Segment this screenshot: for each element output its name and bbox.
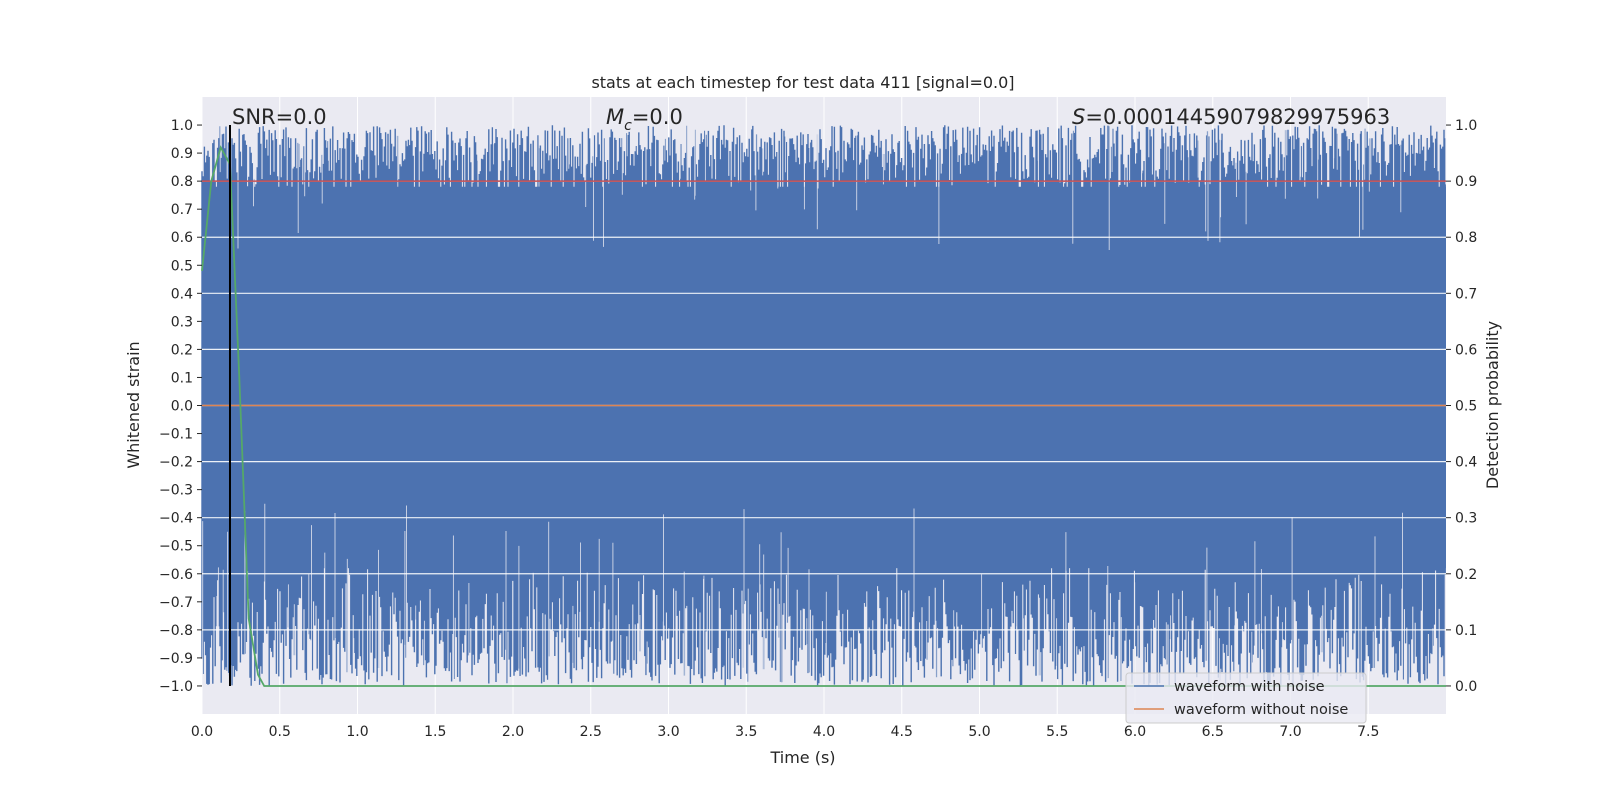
y-left-tick-label: 0.5: [171, 258, 193, 274]
y-left-tick-label: 0.6: [171, 230, 193, 246]
s-value: =0.00014459079829975963: [1085, 105, 1390, 129]
y-right-tick-label: 0.5: [1455, 399, 1477, 415]
x-axis-ticks: 0.0 0.5 1.0 1.5 2.0 2.5 3.0 3.5 4.0 4.5 5.0 5.5 6.0 6…: [191, 724, 1380, 740]
y-right-tick-label: 0.8: [1455, 230, 1477, 246]
y-left-tick-label: −0.8: [159, 623, 193, 639]
y-left-tick-label: −0.2: [159, 455, 193, 471]
y-left-tick-label: −0.7: [159, 595, 193, 611]
snr-annotation: SNR=0.0: [232, 105, 327, 129]
y-axis-right-label: Detection probability: [1483, 321, 1502, 489]
series-detection-probability: [201, 145, 1446, 687]
x-tick-label: 0.0: [191, 724, 213, 740]
y-left-tick-label: −0.3: [159, 483, 193, 499]
legend-label-clean: waveform without noise: [1174, 702, 1348, 718]
y-left-tick-label: 0.0: [171, 399, 193, 415]
x-tick-label: 1.0: [346, 724, 368, 740]
noise-spikes: [201, 125, 1446, 686]
y-left-tick-label: 0.4: [171, 286, 193, 302]
legend-box: [1125, 672, 1367, 724]
y-left-tick-label: 0.8: [171, 174, 193, 190]
y-left-tick-label: −0.4: [159, 511, 193, 527]
x-tick-label: 2.5: [580, 724, 602, 740]
x-tick-label: 0.5: [269, 724, 291, 740]
y-right-tick-label: 0.0: [1455, 679, 1477, 695]
y-left-tick-label: 0.7: [171, 202, 193, 218]
chirp-mass-annotation: Mc=0.0: [606, 105, 683, 134]
legend-label-noise: waveform with noise: [1174, 679, 1325, 695]
s-annotation: S=0.00014459079829975963: [1072, 105, 1390, 129]
y-right-tick-label: 0.3: [1455, 511, 1477, 527]
y-right-tick-label: 0.2: [1455, 567, 1477, 583]
y-left-tick-label: 0.3: [171, 314, 193, 330]
y-axis-left-ticks: 1.0 0.9 0.8 0.7 0.6 0.5 0.4 0.3 0.2 0.1 0.0 −0.1 −0.…: [159, 118, 202, 695]
x-tick-label: 7.0: [1279, 724, 1301, 740]
noise-gaps: [202, 125, 1447, 686]
y-right-tick-label: 0.9: [1455, 174, 1477, 190]
y-left-tick-label: 0.1: [171, 370, 193, 386]
legend: waveform with noise waveform without noi…: [1125, 672, 1367, 724]
x-tick-label: 5.0: [968, 724, 990, 740]
x-tick-label: 5.5: [1046, 724, 1068, 740]
x-tick-label: 2.0: [502, 724, 524, 740]
y-left-tick-label: −0.5: [159, 539, 193, 555]
x-tick-label: 6.5: [1202, 724, 1224, 740]
y-right-tick-label: 1.0: [1455, 118, 1477, 134]
x-tick-label: 1.5: [424, 724, 446, 740]
x-tick-label: 3.5: [735, 724, 757, 740]
x-tick-label: 4.0: [813, 724, 835, 740]
chirp-mass-value: =0.0: [632, 105, 683, 129]
series-lines: [201, 125, 1446, 687]
x-axis-label: Time (s): [769, 748, 835, 767]
x-tick-label: 6.0: [1124, 724, 1146, 740]
y-right-tick-label: 0.6: [1455, 342, 1477, 358]
x-tick-label: 4.5: [891, 724, 913, 740]
x-tick-label: 3.0: [657, 724, 679, 740]
chart-title: stats at each timestep for test data 411…: [591, 73, 1014, 92]
y-axis-right-ticks: 1.0 0.9 0.8 0.7 0.6 0.5 0.4 0.3 0.2 0.1 0.0: [1446, 118, 1477, 695]
y-left-tick-label: −0.1: [159, 427, 193, 443]
y-left-tick-label: −1.0: [159, 679, 193, 695]
chirp-mass-symbol: M: [606, 105, 624, 129]
y-left-tick-label: 0.2: [171, 342, 193, 358]
chirp-mass-subscript: c: [624, 118, 632, 134]
y-right-tick-label: 0.7: [1455, 286, 1477, 302]
y-right-tick-label: 0.1: [1455, 623, 1477, 639]
y-right-tick-label: 0.4: [1455, 455, 1477, 471]
y-left-tick-label: −0.9: [159, 651, 193, 667]
y-axis-left-label: Whitened strain: [124, 341, 143, 468]
series-waveform-with-noise: [201, 125, 1447, 686]
s-symbol: S: [1072, 105, 1085, 129]
y-left-tick-label: 1.0: [171, 118, 193, 134]
y-left-tick-label: 0.9: [171, 146, 193, 162]
x-tick-label: 7.5: [1357, 724, 1379, 740]
y-left-tick-label: −0.6: [159, 567, 193, 583]
